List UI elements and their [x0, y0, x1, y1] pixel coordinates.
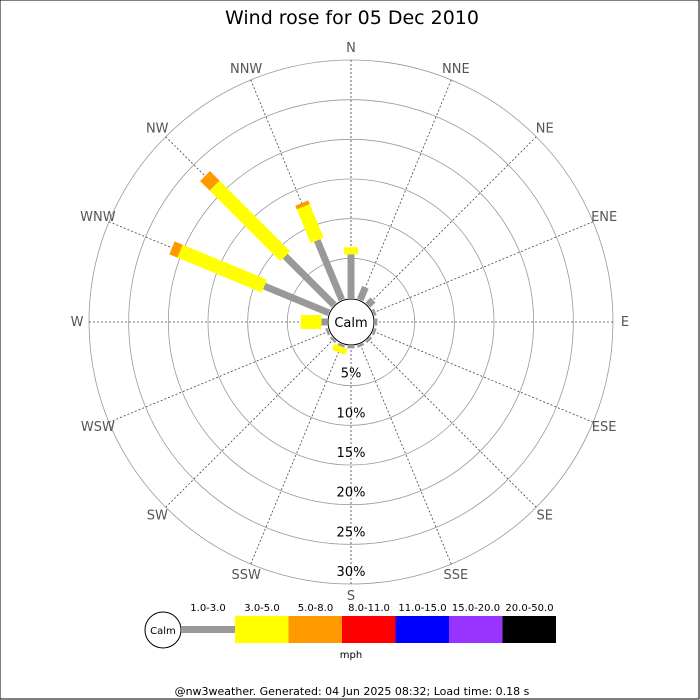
radial-tick-label-2: 10%	[337, 406, 366, 421]
bar-wsw-1	[325, 327, 331, 336]
direction-label-nnw: NNW	[230, 62, 262, 77]
bar-wnw-1	[262, 282, 331, 317]
bar-ese-1	[371, 327, 377, 336]
bar-nnw-1	[313, 239, 346, 302]
radial-tick-label-5: 25%	[337, 525, 366, 540]
direction-label-sse: SSE	[443, 568, 468, 583]
legend-units: mph	[340, 650, 362, 661]
direction-label-e: E	[621, 315, 629, 330]
legend-label-1: 1.0-3.0	[190, 603, 225, 614]
bar-ene-1	[371, 308, 377, 317]
legend-calm-label: Calm	[150, 626, 176, 637]
legend-label-3: 5.0-8.0	[298, 603, 333, 614]
radial-tick-label-4: 20%	[337, 486, 366, 501]
calm-ring	[327, 298, 375, 346]
direction-label-ese: ESE	[592, 420, 617, 435]
bar-sw-1	[329, 336, 337, 344]
direction-label-ssw: SSW	[231, 568, 261, 583]
footer-text: @nw3weather. Generated: 04 Jun 2025 08:3…	[175, 685, 530, 698]
bar-nnw-2	[296, 204, 324, 244]
calm-circle: Calm	[327, 298, 375, 346]
legend-swatch-2	[235, 616, 289, 643]
direction-label-se: SE	[537, 509, 553, 524]
grid-ring-5	[128, 99, 574, 545]
bar-ssw-2	[332, 343, 348, 355]
legend-label-7: 20.0-50.0	[505, 603, 553, 614]
bar-nnw-3	[295, 200, 310, 210]
legend-swatch-6	[449, 616, 503, 643]
direction-labels: N NNE NE ENE E ESE SE SSE S SSW SW WSW W WNW NW NNW	[71, 41, 630, 604]
direction-label-sw: SW	[147, 509, 168, 524]
bar-nw-1	[282, 253, 337, 308]
legend-swatch-5	[395, 616, 449, 643]
bar-wnw-2	[177, 244, 268, 293]
direction-label-wsw: WSW	[81, 420, 115, 435]
legend-swatch-1	[181, 626, 235, 633]
legend-label-6: 15.0-20.0	[452, 603, 500, 614]
legend-label-4: 8.0-11.0	[348, 603, 390, 614]
legend-label-2: 3.0-5.0	[244, 603, 279, 614]
grid-ring-2	[247, 218, 455, 426]
grid-ring-4	[167, 138, 535, 506]
legend-label-5: 11.0-15.0	[398, 603, 446, 614]
chart-title: Wind rose for 05 Dec 2010	[225, 7, 479, 29]
direction-label-w: W	[71, 315, 84, 330]
direction-label-nne: NNE	[442, 62, 470, 77]
direction-label-ne: NE	[536, 121, 554, 136]
legend: Calm 1.0-3.0 3.0-5.0 5.0-8.0 8.0-11.0 11.0-15…	[144, 603, 556, 661]
direction-label-nw: NW	[146, 121, 169, 136]
direction-label-s: S	[347, 589, 355, 604]
legend-swatch-4	[342, 616, 396, 643]
bar-ne-1	[365, 297, 376, 308]
radial-tick-label-3: 15%	[337, 446, 366, 461]
bar-nw-2	[209, 180, 291, 262]
legend-swatch-3	[288, 616, 342, 643]
bar-nne-1	[356, 286, 369, 302]
radial-tick-labels: 5% 10% 15% 20% 25% 30%	[337, 367, 366, 580]
direction-label-ene: ENE	[591, 210, 617, 225]
bar-wnw-3	[169, 241, 183, 258]
radial-tick-label-1: 5%	[341, 367, 362, 382]
bar-nw-3	[200, 171, 220, 191]
direction-label-wnw: WNW	[80, 210, 116, 225]
direction-label-n: N	[346, 41, 356, 56]
calm-label: Calm	[334, 316, 367, 331]
legend-swatch-7	[502, 616, 556, 643]
radial-tick-label-6: 30%	[337, 565, 366, 580]
grid-ring-3	[207, 178, 495, 466]
bar-ssw-1	[337, 342, 346, 348]
bar-se-1	[365, 336, 373, 344]
wind-bars	[169, 171, 378, 355]
bar-sse-1	[356, 342, 365, 348]
